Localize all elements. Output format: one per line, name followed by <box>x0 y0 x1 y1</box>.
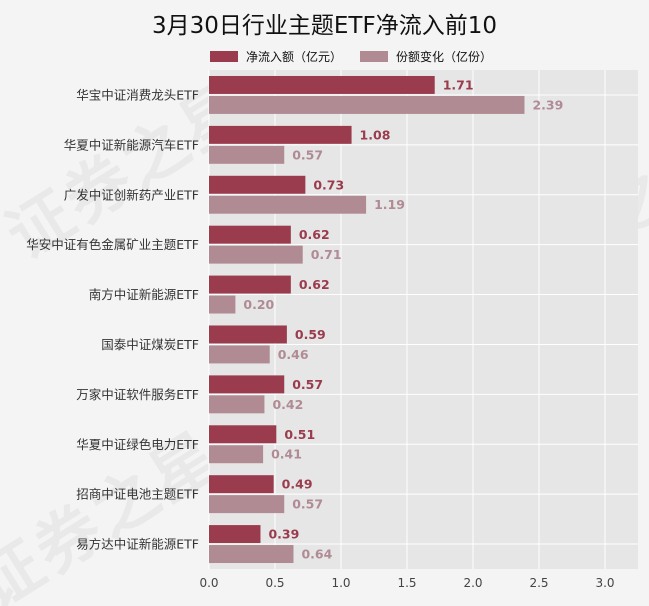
category-label: 华宝中证消费龙头ETF <box>76 87 199 102</box>
legend-label-share-change: 份额变化（亿份） <box>396 50 493 64</box>
value-label-net-inflow: 1.08 <box>360 127 391 142</box>
legend-label-net-inflow: 净流入额（亿元） <box>246 50 343 64</box>
x-tick-label: 3.0 <box>595 576 614 590</box>
bar-net-inflow <box>209 225 291 244</box>
value-label-net-inflow: 0.73 <box>313 177 344 192</box>
value-label-share-change: 0.41 <box>271 447 302 462</box>
value-label-share-change: 0.46 <box>278 347 309 362</box>
value-label-net-inflow: 0.57 <box>292 377 323 392</box>
category-label: 华安中证有色金属矿业主题ETF <box>26 237 199 252</box>
bar-net-inflow <box>209 375 285 394</box>
category-label: 南方中证新能源ETF <box>89 287 199 302</box>
value-label-net-inflow: 0.39 <box>268 527 299 542</box>
bar-net-inflow <box>209 525 261 544</box>
category-label: 广发中证创新药产业ETF <box>64 187 199 202</box>
bar-net-inflow <box>209 425 277 444</box>
bar-share-change <box>209 445 264 464</box>
category-label: 国泰中证煤炭ETF <box>101 337 199 352</box>
x-tick-label: 0.5 <box>265 576 284 590</box>
legend-swatch-net-inflow <box>210 51 238 62</box>
bar-share-change <box>209 195 367 214</box>
bar-share-change <box>209 95 525 114</box>
category-label: 万家中证软件服务ETF <box>76 387 199 402</box>
value-label-net-inflow: 1.71 <box>443 77 474 92</box>
bar-net-inflow <box>209 175 306 194</box>
category-label: 招商中证电池主题ETF <box>76 487 199 502</box>
bar-share-change <box>209 245 303 264</box>
value-label-share-change: 0.57 <box>292 497 323 512</box>
value-label-share-change: 1.19 <box>374 197 405 212</box>
bar-net-inflow <box>209 275 291 294</box>
chart-legend: 净流入额（亿元） 份额变化（亿份） <box>210 48 492 65</box>
bar-net-inflow <box>209 125 352 144</box>
chart-title: 3月30日行业主题ETF净流入前10 <box>152 13 497 39</box>
value-label-share-change: 2.39 <box>532 97 563 112</box>
legend-item-share-change: 份额变化（亿份） <box>360 48 492 65</box>
category-label: 易方达中证新能源ETF <box>76 537 199 552</box>
legend-item-net-inflow: 净流入额（亿元） <box>210 48 342 65</box>
bar-share-change <box>209 545 294 564</box>
value-label-net-inflow: 0.59 <box>295 327 326 342</box>
category-label: 华夏中证绿色电力ETF <box>76 437 199 452</box>
value-label-share-change: 0.42 <box>272 397 303 412</box>
value-label-net-inflow: 0.62 <box>299 277 330 292</box>
legend-swatch-share-change <box>360 51 389 62</box>
value-label-share-change: 0.20 <box>243 297 274 312</box>
x-tick-label: 2.5 <box>529 576 548 590</box>
bar-share-change <box>209 145 285 164</box>
bar-net-inflow <box>209 475 274 494</box>
bar-net-inflow <box>209 325 287 344</box>
bar-share-change <box>209 345 270 364</box>
value-label-net-inflow: 0.62 <box>299 227 330 242</box>
x-tick-label: 1.0 <box>331 576 350 590</box>
bar-net-inflow <box>209 75 435 94</box>
value-label-share-change: 0.57 <box>292 147 323 162</box>
value-label-share-change: 0.71 <box>311 247 342 262</box>
bar-share-change <box>209 295 236 314</box>
value-label-net-inflow: 0.51 <box>284 427 315 442</box>
x-tick-label: 2.0 <box>463 576 482 590</box>
x-tick-label: 1.5 <box>397 576 416 590</box>
bar-share-change <box>209 395 265 414</box>
value-label-net-inflow: 0.49 <box>282 477 313 492</box>
bar-share-change <box>209 495 285 514</box>
value-label-share-change: 0.64 <box>301 547 332 562</box>
category-label: 华夏中证新能源汽车ETF <box>64 137 199 152</box>
x-tick-label: 0.0 <box>199 576 218 590</box>
